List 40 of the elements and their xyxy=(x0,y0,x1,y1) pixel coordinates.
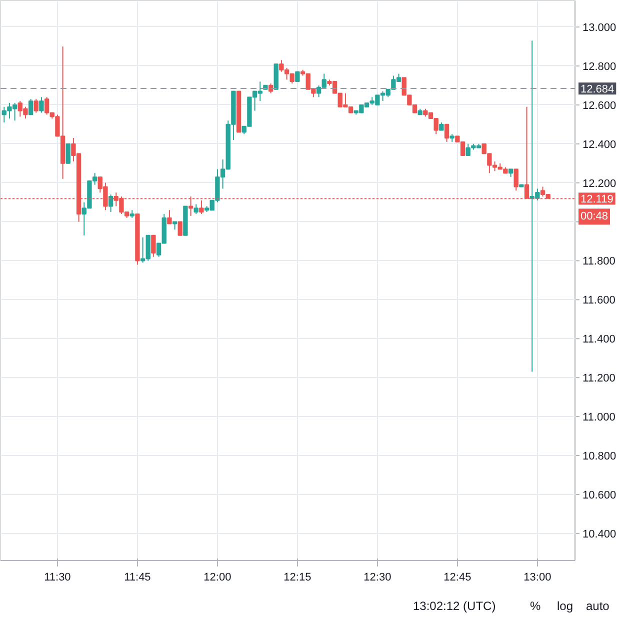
candlestick xyxy=(268,82,274,94)
y-tick-label: 12.800 xyxy=(582,60,616,73)
candlestick xyxy=(39,96,44,114)
x-tick-label: 12:30 xyxy=(364,572,392,584)
x-tick-label: 13:00 xyxy=(524,572,552,584)
ref-line-label: 12.684 xyxy=(580,84,614,96)
x-tick-label: 12:45 xyxy=(444,572,472,584)
candlestick xyxy=(66,143,70,164)
candlestick xyxy=(178,221,182,236)
y-tick-label: 13.000 xyxy=(582,22,616,34)
candlestick xyxy=(194,204,198,214)
ref-line-label: 12.119 xyxy=(580,194,614,206)
text: 13:02:12 (UTC) xyxy=(413,598,496,615)
y-tick-label: 10.600 xyxy=(582,489,616,502)
text: 00:48 xyxy=(580,210,608,223)
y-tick-label: 11.200 xyxy=(582,372,616,385)
candlestick xyxy=(167,210,172,224)
candlestick xyxy=(28,98,34,116)
text: log xyxy=(557,598,574,615)
candlestick xyxy=(514,168,518,192)
text: % xyxy=(530,598,541,615)
y-tick-label: 10.800 xyxy=(582,450,616,463)
y-tick-label: 10.400 xyxy=(582,528,616,540)
x-tick-label: 12:00 xyxy=(204,572,232,584)
y-tick-label: 11.800 xyxy=(582,256,616,268)
y-tick-label: 11.400 xyxy=(582,334,616,346)
y-tick-label: 12.600 xyxy=(582,100,616,112)
candlestick xyxy=(34,98,38,114)
y-tick-label: 12.400 xyxy=(582,138,616,151)
text: auto xyxy=(586,598,610,615)
x-tick-label: 11:30 xyxy=(44,572,71,584)
x-tick-label: 12:15 xyxy=(284,572,312,584)
y-tick-label: 11.000 xyxy=(582,412,616,424)
candlestick xyxy=(151,234,156,258)
candlestick xyxy=(295,71,300,82)
y-tick-label: 11.600 xyxy=(582,294,616,307)
y-tick-label: 12.200 xyxy=(582,178,616,190)
candlestick xyxy=(108,194,114,213)
candlestick xyxy=(444,124,450,142)
x-tick-label: 11:45 xyxy=(124,572,151,584)
